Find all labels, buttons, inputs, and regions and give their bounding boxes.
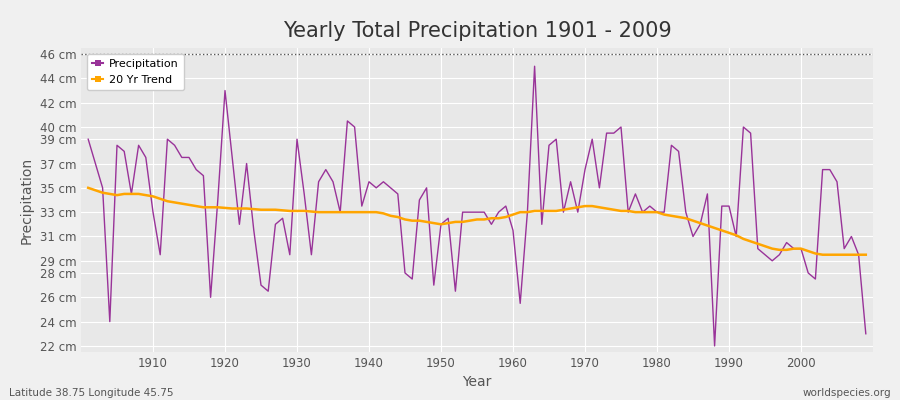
X-axis label: Year: Year xyxy=(463,376,491,390)
Legend: Precipitation, 20 Yr Trend: Precipitation, 20 Yr Trend xyxy=(86,54,184,90)
Text: Latitude 38.75 Longitude 45.75: Latitude 38.75 Longitude 45.75 xyxy=(9,388,174,398)
Text: worldspecies.org: worldspecies.org xyxy=(803,388,891,398)
Title: Yearly Total Precipitation 1901 - 2009: Yearly Total Precipitation 1901 - 2009 xyxy=(283,21,671,41)
Y-axis label: Precipitation: Precipitation xyxy=(20,156,34,244)
